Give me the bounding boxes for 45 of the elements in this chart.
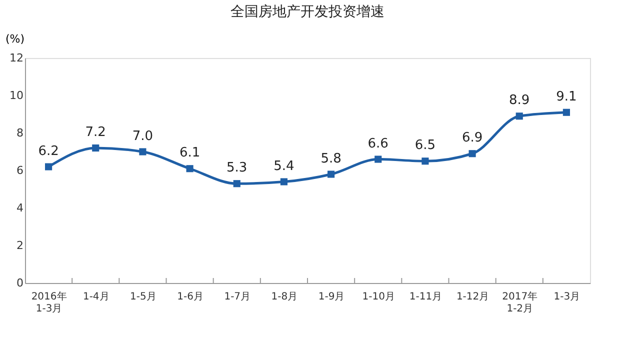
- point: [516, 112, 523, 120]
- y-tick-label: 6: [16, 164, 24, 177]
- chart-title: 全国房地产开发投资增速: [230, 4, 384, 20]
- point: [328, 170, 335, 178]
- y-tick-label: 8: [16, 126, 24, 140]
- x-tick-label: 1-8月: [271, 292, 298, 302]
- point: [468, 150, 476, 158]
- data-label: 6.5: [414, 138, 436, 154]
- y-tick-label: 10: [10, 89, 24, 102]
- x-tick-label: 1-7月: [224, 292, 251, 302]
- y-tick-label: 0: [16, 276, 24, 290]
- x-tick-label: 1-4月: [82, 292, 110, 302]
- x-tick-label: 1-3月: [554, 292, 580, 302]
- data-label: 5.3: [226, 160, 248, 176]
- x-tick-label: 2017年 1-2月: [502, 290, 538, 314]
- data-label: 5.8: [320, 151, 342, 166]
- y-tick-label: 2: [16, 239, 24, 252]
- x-tick-label: 1-5月: [130, 292, 156, 302]
- data-label: 6.6: [368, 136, 388, 152]
- data-label: 7.0: [132, 128, 154, 144]
- data-label: 7.2: [85, 125, 106, 140]
- data-label: 6.9: [462, 130, 483, 146]
- y-axis-title: (%): [6, 32, 25, 46]
- point: [280, 178, 288, 186]
- point: [562, 108, 570, 116]
- point: [45, 163, 52, 170]
- y-tick-label: 12: [10, 52, 24, 64]
- data-label: 8.9: [509, 93, 530, 108]
- point: [92, 144, 100, 152]
- x-tick-label: 1-6月: [177, 292, 204, 302]
- point: [139, 148, 146, 156]
- point: [422, 158, 429, 165]
- y-tick-label: 4: [16, 202, 24, 214]
- point: [233, 180, 240, 188]
- x-tick-label: 1-10月: [362, 292, 395, 302]
- data-label: 5.4: [274, 158, 294, 174]
- x-tick-label: 1-12月: [456, 292, 490, 302]
- data-label: 9.1: [556, 89, 577, 104]
- point: [186, 165, 194, 172]
- point: [374, 156, 382, 163]
- data-label: 6.1: [179, 146, 200, 161]
- x-tick-label: 2016年 1-3月: [31, 290, 67, 314]
- x-tick-label: 1-9月: [318, 292, 345, 302]
- data-label: 6.2: [38, 144, 59, 159]
- x-tick-label: 1-11月: [409, 292, 442, 302]
